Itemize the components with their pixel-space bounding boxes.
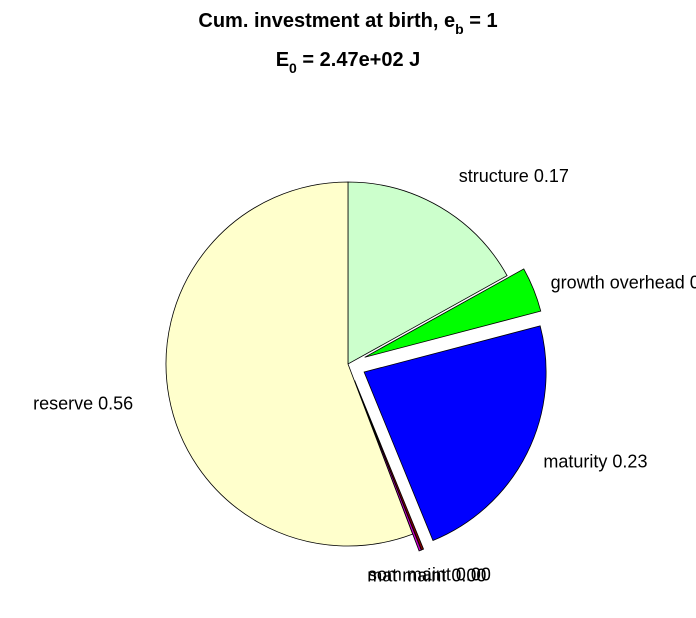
slice-value-label: 0.17	[534, 166, 569, 186]
slice-value-label: 0.23	[612, 452, 647, 472]
title-part: = 1	[464, 10, 498, 32]
chart-title: Cum. investment at birth, eb = 1	[198, 10, 497, 37]
pie-slice	[347, 181, 508, 365]
slice-value-label: 0.56	[98, 393, 133, 413]
slice-name: maturity	[543, 452, 607, 472]
slice-name: structure	[459, 166, 529, 186]
slice-value-label: 0.00	[456, 565, 491, 585]
slice-label: reserve 0.56	[33, 393, 133, 413]
slice-label: som maint 0.00	[368, 565, 491, 585]
title-subscript: b	[455, 21, 464, 37]
pie-slice	[363, 325, 547, 542]
slice-name: mat maint	[367, 566, 446, 586]
subtitle-subscript: 0	[289, 60, 297, 76]
slice-label: structure 0.17	[459, 166, 569, 186]
title-part: Cum. investment at birth, e	[198, 10, 455, 32]
pie-slice	[165, 181, 414, 547]
slice-label: maturity 0.23	[543, 452, 647, 472]
chart-subtitle: E0 = 2.47e+02 J	[276, 49, 421, 76]
slice-name: growth overhead	[551, 273, 685, 293]
slice-value-label: 0.04	[690, 273, 696, 293]
slice-name: som maint	[368, 565, 451, 585]
subtitle-part: E	[276, 49, 289, 71]
subtitle-part: = 2.47e+02 J	[297, 49, 420, 71]
pie-slice	[354, 380, 422, 552]
slice-label: mat maint 0.00	[367, 566, 486, 586]
slice-label: growth overhead 0.04	[551, 273, 696, 293]
slice-value-label: 0.00	[451, 566, 486, 586]
slice-name: reserve	[33, 393, 93, 413]
pie-slice	[364, 268, 542, 358]
